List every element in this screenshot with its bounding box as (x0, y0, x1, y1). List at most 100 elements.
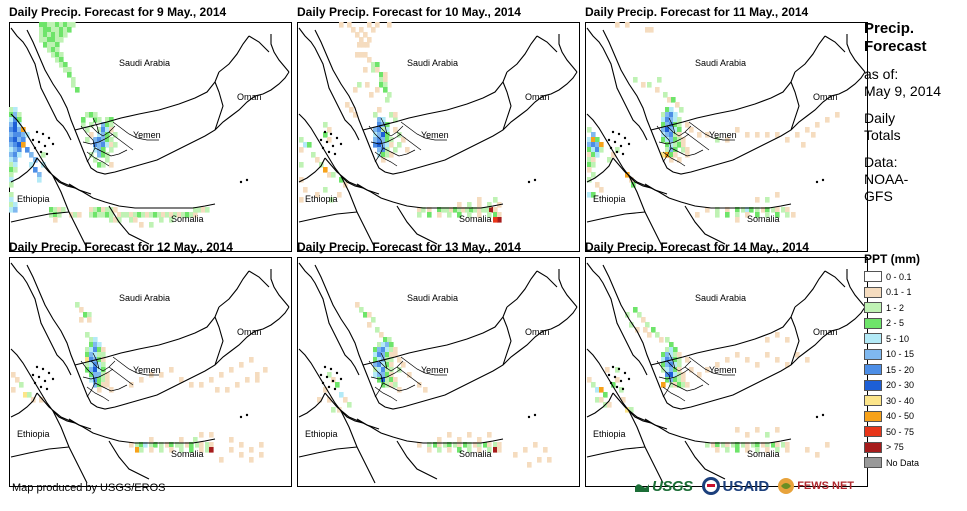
precip-cell (655, 87, 660, 93)
precip-cell (239, 442, 244, 448)
precip-cell (55, 52, 60, 58)
precip-cell (493, 447, 498, 453)
legend-label: 2 - 5 (886, 318, 905, 329)
precip-cell (71, 22, 76, 28)
precip-cell (665, 127, 670, 133)
precip-cell (169, 447, 174, 453)
precip-cell (659, 337, 664, 343)
precip-cell (135, 447, 140, 453)
coastline (558, 34, 578, 73)
precip-cell (69, 212, 74, 218)
legend-label: 30 - 40 (886, 395, 915, 406)
precip-cell (93, 207, 98, 213)
precip-cell (17, 142, 22, 148)
island (239, 180, 243, 184)
precip-cell (417, 442, 422, 448)
precip-cell (677, 377, 682, 383)
legend-label: 20 - 30 (886, 380, 915, 391)
country-border (650, 71, 796, 131)
precip-cell (655, 332, 660, 338)
precip-cell (681, 137, 686, 143)
legend-label: 0.1 - 1 (886, 287, 912, 298)
precip-cell (543, 447, 548, 453)
precip-cell (79, 307, 84, 313)
country-label-yemen: Yemen (421, 130, 449, 140)
island (327, 150, 331, 154)
precip-cell (367, 22, 372, 28)
precip-cell (85, 137, 90, 143)
precip-cell (591, 157, 596, 163)
precip-cell (85, 127, 90, 133)
forecast-title: Precip. Forecast (864, 20, 941, 56)
precip-cell (735, 207, 740, 213)
precip-cell (755, 212, 760, 218)
island (627, 377, 631, 381)
island (609, 381, 613, 385)
precip-cell (755, 447, 760, 453)
precip-cell (385, 127, 390, 133)
precip-cell (663, 92, 668, 98)
country-border (298, 211, 358, 223)
precip-cell (359, 37, 364, 43)
precip-cell (105, 152, 110, 158)
fews-text: FEWS NET (797, 480, 855, 492)
precip-cell (383, 87, 388, 93)
precip-cell (633, 307, 638, 313)
precip-cell (159, 442, 164, 448)
island (45, 152, 49, 156)
precip-cell (461, 207, 466, 213)
precip-cell (385, 372, 390, 378)
precip-cell (745, 132, 750, 138)
precip-cell (477, 197, 482, 203)
as-of: as of: May 9, 2014 (864, 66, 941, 100)
precip-cell (591, 147, 596, 153)
legend-item: 20 - 30 (864, 378, 920, 394)
precip-cell (669, 147, 674, 153)
precip-cell (385, 137, 390, 143)
island (617, 367, 621, 371)
governorate-border (86, 386, 110, 402)
precip-cell (373, 367, 378, 373)
island (621, 152, 625, 156)
precip-cell (43, 22, 48, 28)
island (609, 146, 613, 150)
precip-cell (113, 142, 118, 148)
country-border (214, 81, 224, 131)
island (319, 373, 323, 377)
precip-cell (97, 362, 102, 368)
precip-cell (673, 117, 678, 123)
precip-cell (685, 122, 690, 128)
island (821, 178, 825, 182)
precip-cell (323, 387, 328, 393)
coastline (270, 269, 290, 308)
precip-cell (765, 447, 770, 453)
precip-cell (493, 197, 498, 203)
precip-cell (685, 382, 690, 388)
precip-cell (327, 127, 332, 133)
governorate-border (688, 356, 735, 376)
precip-cell (387, 92, 392, 98)
country-label-oman: Oman (237, 92, 262, 102)
precip-cell (49, 212, 54, 218)
precip-cell (109, 212, 114, 218)
precip-cell (49, 207, 54, 213)
precip-cell (105, 372, 110, 378)
precip-cell (401, 137, 406, 143)
precip-cell (47, 22, 52, 28)
precip-cell (467, 212, 472, 218)
island (611, 365, 615, 369)
country-border (214, 316, 224, 366)
country-label-yemen: Yemen (709, 365, 737, 375)
precip-cell (117, 217, 122, 223)
precip-cell (249, 457, 254, 463)
precip-cell (97, 152, 102, 158)
precip-cell (139, 442, 144, 448)
precip-cell (795, 352, 800, 358)
precip-cell (377, 372, 382, 378)
precip-cell (393, 377, 398, 383)
precip-cell (105, 212, 110, 218)
precip-cell (377, 127, 382, 133)
fews-logo: FEWS NET (777, 477, 854, 495)
precip-cell (673, 377, 678, 383)
precip-cell (365, 82, 370, 88)
